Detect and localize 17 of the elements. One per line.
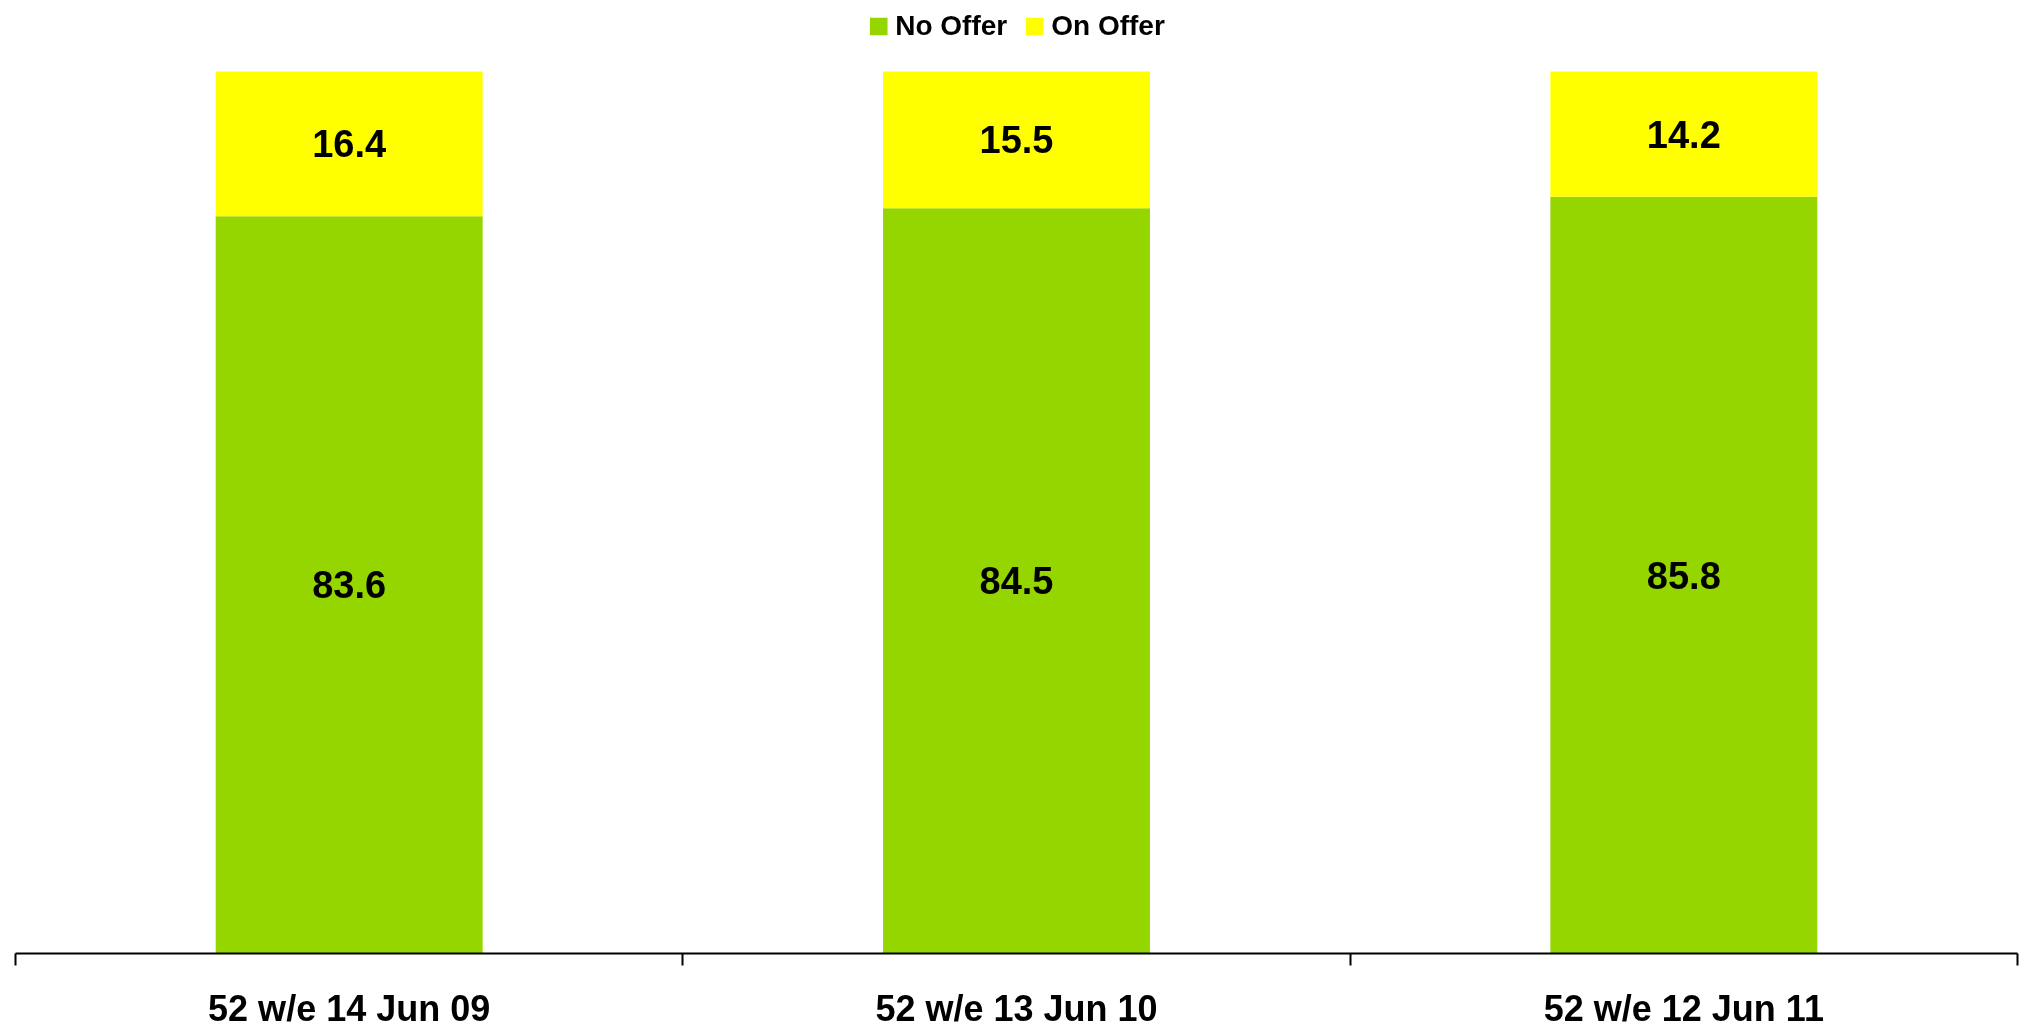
bar bbox=[883, 71, 1150, 209]
bar bbox=[215, 71, 483, 217]
data-label: 16.4 bbox=[312, 123, 387, 166]
bar bbox=[1550, 196, 1818, 954]
legend-label: On Offer bbox=[1051, 10, 1165, 42]
data-label: 14.2 bbox=[1646, 113, 1721, 156]
legend-label: No Offer bbox=[895, 10, 1008, 42]
x-tick-label: 52 w/e 14 Jun 09 bbox=[208, 987, 491, 1029]
x-tick-label: 52 w/e 13 Jun 10 bbox=[875, 987, 1158, 1029]
data-label: 83.6 bbox=[312, 564, 387, 607]
data-label: 85.8 bbox=[1646, 554, 1721, 597]
data-label: 84.5 bbox=[979, 560, 1054, 603]
bar bbox=[1550, 71, 1818, 197]
bar bbox=[215, 216, 483, 954]
x-tick-label: 52 w/e 12 Jun 11 bbox=[1543, 987, 1824, 1029]
bar bbox=[883, 208, 1150, 954]
data-label: 15.5 bbox=[979, 119, 1054, 162]
